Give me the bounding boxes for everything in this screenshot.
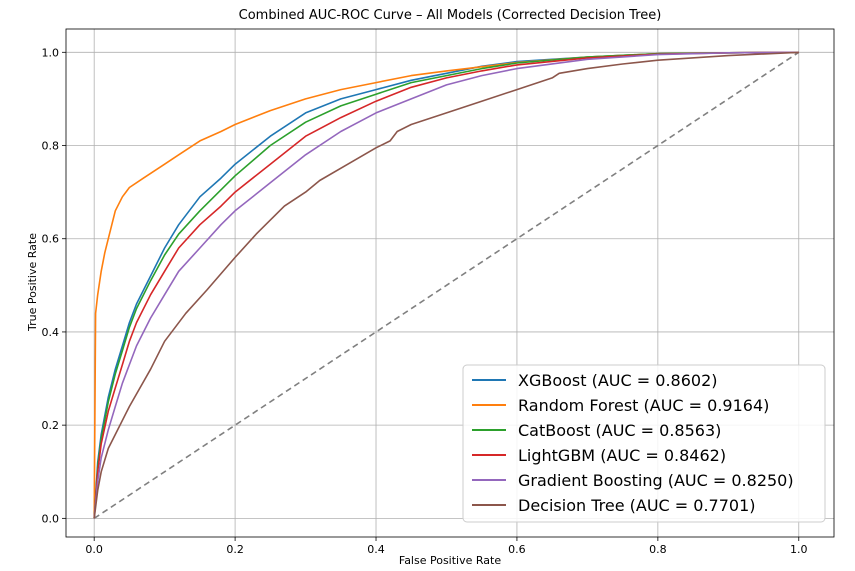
x-tick-label: 0.8 [649,543,667,556]
legend-entry: Decision Tree (AUC = 0.7701) [518,496,756,515]
y-axis-ticks: 0.0 0.2 0.4 0.6 0.8 1.0 [42,46,66,525]
roc-line-5 [93,51,799,519]
y-tick-label: 0.8 [42,140,60,153]
x-axis-label: False Positive Rate [399,554,501,567]
x-tick-label: 0.6 [508,543,526,556]
legend-entry: CatBoost (AUC = 0.8563) [518,421,721,440]
y-tick-label: 0.4 [42,326,60,339]
roc-series-lines [93,51,799,519]
roc-line-4 [93,51,799,519]
roc-line-2 [93,51,799,519]
x-tick-label: 0.2 [226,543,244,556]
roc-line-0 [93,51,799,519]
x-tick-label: 0.4 [367,543,385,556]
roc-line-3 [93,51,799,519]
x-tick-label: 1.0 [790,543,808,556]
roc-line-1 [93,51,799,519]
y-tick-label: 0.2 [42,419,60,432]
chance-diagonal-line [93,51,800,520]
y-tick-label: 1.0 [42,46,60,59]
legend-box [462,364,826,523]
legend-entry: Random Forest (AUC = 0.9164) [518,396,769,415]
legend-entry: Gradient Boosting (AUC = 0.8250) [518,471,794,490]
plot-area [93,51,800,520]
legend-entry: XGBoost (AUC = 0.8602) [518,371,717,390]
x-axis-ticks: 0.0 0.2 0.4 0.6 0.8 1.0 [85,537,808,556]
y-tick-label: 0.0 [42,512,60,525]
x-tick-label: 0.0 [85,543,103,556]
legend: XGBoost (AUC = 0.8602) Random Forest (AUC… [462,364,826,523]
plot-frame [65,28,835,538]
y-tick-label: 0.6 [42,233,60,246]
legend-entry: LightGBM (AUC = 0.8462) [518,446,726,465]
y-axis-label: True Positive Rate [26,233,39,332]
chart-title: Combined AUC-ROC Curve – All Models (Cor… [239,8,662,23]
